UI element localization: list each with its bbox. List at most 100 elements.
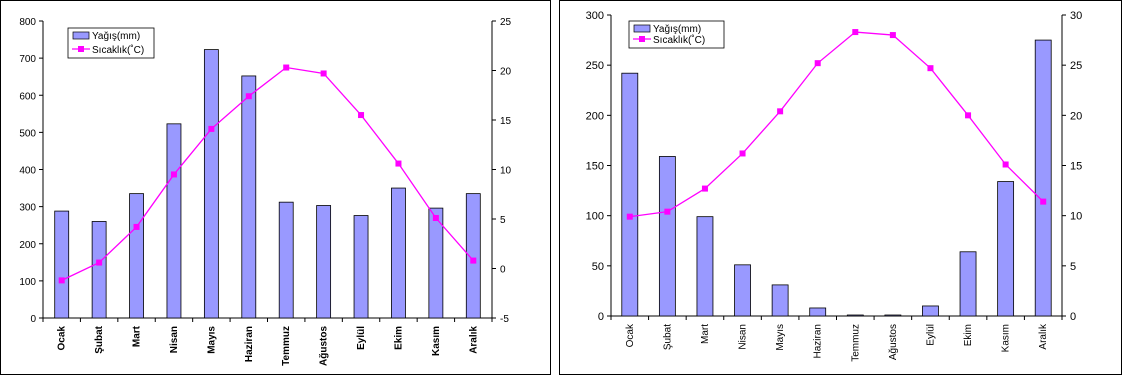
chart-1-temperature-point [470,257,477,264]
chart-2-legend-line-marker [639,36,645,42]
chart-2-bar [658,156,676,317]
chart-2-temperature-point [701,185,708,192]
chart-2-category-label: Ekim [963,324,974,346]
chart-2-bar [771,284,789,317]
chart-2-category-label: Nisan [738,324,749,350]
chart-2-svg: 0 50 100 150 200 250 300 0 5 10 15 20 25 30 Ocak Şubat M… [586,10,1083,362]
chart-2-left-tick-label: 250 [586,60,604,72]
chart-2-left-tick-label: 300 [586,10,604,22]
chart-1-left-tick-label: 300 [19,203,36,214]
chart-1-temperature-point [170,171,177,178]
chart-1-temperature-point [432,215,439,222]
chart-1-bar [391,187,406,319]
chart-2-legend-bar-label: Yağış(mm) [653,24,701,35]
chart-2-bar [846,314,864,317]
chart-2-bar [1034,39,1052,317]
chart-1-svg: 0 100 200 300 400 500 600 700 800 -5 0 5 10 15 20 25 Oca… [19,17,512,366]
chart-1-temperature-point [133,223,140,230]
chart-1-legend-line-label: Sıcaklık(˚C) [92,44,144,56]
chart-1-legend [67,27,155,59]
chart-1-temperature-point [245,93,252,100]
chart-1-category-label: Eylül [356,326,367,350]
chart-panel-2: 0 50 100 150 200 250 300 0 5 10 15 20 25 30 Ocak Şubat M… [559,0,1122,375]
chart-2-temperature-point [739,150,746,157]
chart-1-right-tick-label: 10 [500,166,512,177]
chart-2-category-label: Mart [700,324,711,344]
chart-1-right-tick-label: 25 [500,17,512,28]
chart-1-temperature-point [283,64,290,71]
chart-1-category-label: Nisan [169,326,180,353]
chart-panel-1: 0 100 200 300 400 500 600 700 800 -5 0 5 10 15 20 25 Oca… [0,0,551,375]
chart-1-bar [241,75,257,319]
chart-2-left-tick-label: 100 [586,211,604,223]
chart-2-temperature-point [965,112,972,119]
chart-1-bar [465,193,481,319]
chart-1-category-label: Mart [132,325,143,347]
chart-2-category-label: Temmuz [850,324,861,362]
chart-1-left-tick-label: 600 [19,91,36,102]
chart-2-category-label: Eylül [925,324,936,346]
chart-2-temperature-point [852,29,859,36]
chart-2-bar [884,314,902,317]
chart-1-left-tick-label: 200 [19,240,36,251]
chart-2-right-tick-label: 30 [1070,10,1082,22]
chart-1-bar [129,193,144,319]
chart-1-right-tick-label: 20 [500,67,512,78]
chart-1-legend-bar-label: Yağış(mm) [92,31,140,42]
chart-1-bar [316,205,332,319]
chart-2-temperature-point [814,60,821,67]
chart-2-temperature-point [1002,161,1009,168]
chart-1-category-label: Haziran [244,326,255,362]
chart-2-right-tick-label: 0 [1070,311,1076,323]
chart-2-legend-bar-swatch [633,24,651,33]
chart-1-category-label: Şubat [94,325,105,353]
chart-2-legend-line-label: Sıcaklık(˚C) [653,34,705,46]
chart-1-right-tick-label: 15 [500,116,512,127]
chart-2-right-tick-label: 5 [1070,261,1076,273]
chart-1-left-tick-label: 500 [19,128,36,139]
chart-2-category-label: Ağustos [888,324,899,360]
chart-1-temperature-line [61,66,474,281]
chart-1-legend-bar-swatch [72,31,90,40]
chart-1-bar [91,221,107,319]
chart-2-left-tick-label: 0 [598,311,604,323]
chart-1-category-label: Kasım [431,326,442,356]
chart-1-temperature-point [320,70,327,77]
chart-2-category-label: Mayıs [775,324,786,351]
chart-2-bar [997,181,1015,317]
chart-1-category-label: Aralık [468,326,479,354]
chart-1-left-tick-label: 400 [19,166,36,177]
chart-2-bar [959,251,977,317]
chart-1-right-tick-label: 5 [500,215,506,226]
chart-1-bar [166,123,182,319]
chart-2-bar [922,305,939,317]
chart-2-temperature-point [664,208,671,215]
chart-2-category-label: Aralık [1038,323,1049,350]
chart-2-left-tick-label: 50 [592,261,604,273]
chart-2-temperature-point [889,32,896,39]
chart-1-temperature-point [358,112,365,119]
chart-1-bar [353,215,369,319]
chart-2-temperature-line [629,31,1044,218]
chart-1-temperature-point [395,160,402,167]
chart-1-category-label: Ocak [57,326,68,351]
chart-2-temperature-point [1040,198,1047,205]
chart-1-left-tick-label: 800 [19,17,36,28]
chart-1-temperature-point [96,259,103,266]
chart-1-left-tick-label: 0 [30,314,36,325]
chart-2-category-label: Haziran [813,324,824,358]
chart-2-right-tick-label: 20 [1070,110,1082,122]
chart-2-bar [734,264,751,317]
chart-1-temperature-point [58,277,65,284]
chart-1-bar [54,210,70,319]
chart-2-right-tick-label: 10 [1070,211,1082,223]
chart-2-bar [696,216,714,317]
chart-2-temperature-point [777,108,784,115]
chart-2-bar [809,307,827,317]
chart-2-bar [621,72,639,317]
chart-1-temperature-point [208,125,215,132]
chart-2-left-tick-label: 200 [586,110,604,122]
chart-1-category-label: Temmuz [281,326,292,366]
chart-2-legend [628,20,725,49]
chart-1-legend-line-marker [78,46,84,52]
